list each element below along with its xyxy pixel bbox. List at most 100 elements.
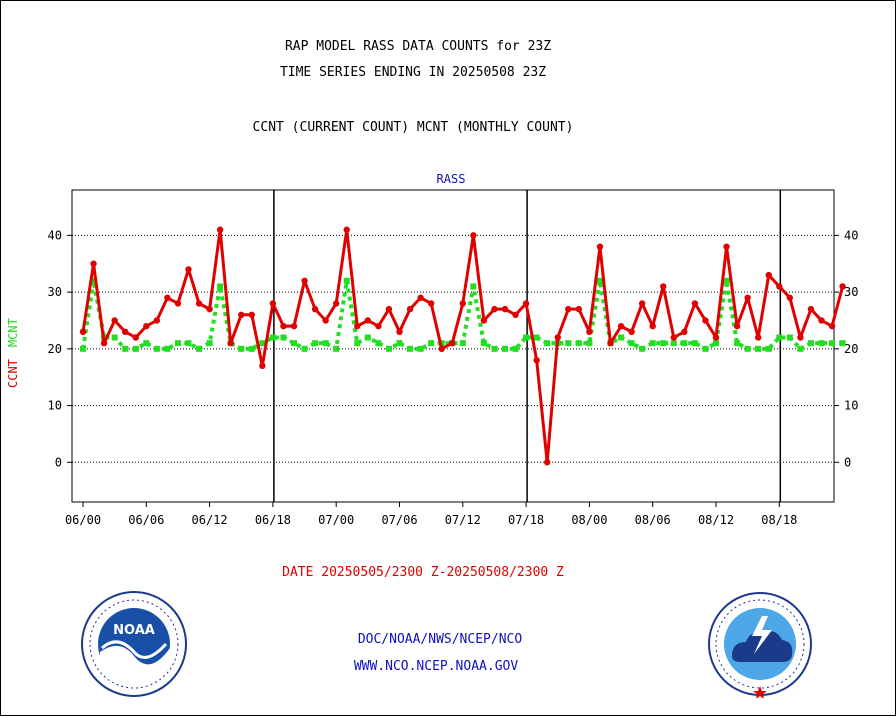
y-tick-label-left: 40	[48, 228, 62, 242]
ccnt-point	[755, 334, 762, 341]
mcnt-point	[280, 334, 287, 341]
ccnt-point	[565, 305, 572, 313]
ccnt-point	[322, 317, 329, 324]
mcnt-point	[206, 340, 213, 347]
x-tick-label: 07/06	[381, 513, 417, 527]
ccnt-point	[164, 294, 171, 301]
nws-logo	[708, 592, 812, 698]
mcnt-point	[533, 334, 540, 341]
ccnt-point	[301, 277, 308, 284]
ccnt-point	[364, 317, 372, 324]
ccnt-point	[670, 334, 677, 341]
ccnt-point	[617, 322, 625, 330]
mcnt-point	[670, 340, 677, 347]
mcnt-point	[354, 340, 361, 347]
ccnt-point	[522, 300, 530, 307]
ccnt-point	[807, 305, 815, 313]
x-tick-label: 08/18	[761, 513, 797, 527]
mcnt-point	[512, 345, 519, 352]
ccnt-point	[828, 322, 836, 330]
ccnt-point	[111, 317, 118, 324]
ccnt-point	[723, 243, 730, 250]
ccnt-point	[396, 328, 403, 336]
noaa-logo-text: NOAA	[113, 623, 155, 638]
mcnt-point	[322, 340, 329, 347]
mcnt-point	[734, 340, 741, 347]
mcnt-point	[628, 340, 635, 347]
mcnt-point	[829, 340, 836, 347]
ccnt-point	[427, 300, 435, 307]
ccnt-point	[691, 300, 699, 307]
mcnt-point	[523, 334, 530, 341]
mcnt-point	[586, 340, 593, 347]
ccnt-point	[375, 322, 382, 330]
chart-subtitle: CCNT (CURRENT COUNT) MCNT (MONTHLY COUNT…	[252, 120, 574, 135]
ccnt-point	[311, 305, 319, 313]
ccnt-point	[153, 317, 161, 324]
ccnt-point	[385, 305, 393, 313]
ccnt-point	[512, 311, 519, 318]
ccnt-point	[586, 328, 593, 336]
ccnt-point	[607, 339, 614, 347]
y-tick-label-left: 0	[55, 455, 62, 469]
mcnt-point	[80, 345, 86, 352]
ccnt-point	[174, 300, 182, 307]
ccnt-point	[195, 300, 203, 307]
y-tick-label-right: 20	[844, 342, 858, 356]
mcnt-point	[196, 345, 203, 352]
ccnt-point	[533, 356, 540, 364]
mcnt-point	[90, 277, 97, 284]
ccnt-point	[100, 339, 108, 347]
ccnt-point	[449, 339, 456, 347]
mcnt-point	[364, 334, 371, 341]
mcnt-point	[575, 340, 582, 347]
mcnt-point	[343, 277, 350, 284]
ccnt-point	[238, 311, 245, 318]
mcnt-point	[153, 345, 160, 352]
y-tick-label-left: 30	[48, 285, 62, 299]
mcnt-point	[660, 340, 667, 347]
mcnt-point	[744, 345, 751, 352]
mcnt-point	[459, 340, 466, 347]
mcnt-point	[480, 340, 487, 347]
mcnt-point	[174, 340, 181, 347]
mcnt-point	[765, 345, 772, 352]
ccnt-point	[185, 266, 192, 273]
mcnt-point	[786, 334, 793, 341]
mcnt-point	[333, 345, 340, 352]
mcnt-point	[565, 340, 572, 347]
mcnt-point	[713, 340, 719, 347]
ccnt-point	[544, 459, 551, 466]
x-tick-label: 06/12	[192, 513, 228, 527]
ccnt-point	[290, 322, 298, 330]
footer-org: DOC/NOAA/NWS/NCEP/NCO	[357, 632, 523, 647]
ccnt-point	[649, 322, 656, 330]
ccnt-point	[248, 311, 255, 318]
ccnt-point	[470, 232, 477, 239]
ccnt-point	[681, 328, 688, 336]
ccnt-point	[406, 305, 414, 313]
x-tick-label: 08/06	[635, 513, 671, 527]
mcnt-point	[217, 283, 224, 290]
ccnt-point	[417, 294, 424, 301]
mcnt-point	[385, 345, 392, 352]
noaa-logo: NOAA	[81, 591, 187, 697]
x-tick-label: 07/00	[318, 513, 354, 527]
mcnt-point	[839, 340, 846, 347]
mcnt-point	[417, 345, 424, 352]
mcnt-point	[596, 277, 603, 284]
ccnt-point	[354, 322, 361, 330]
mcnt-point	[681, 340, 688, 347]
ccnt-point	[575, 305, 583, 313]
ccnt-point	[216, 226, 224, 233]
mcnt-point	[122, 345, 129, 352]
mcnt-point	[470, 283, 477, 290]
mcnt-point	[544, 340, 551, 347]
mcnt-point	[639, 345, 646, 352]
ccnt-point	[480, 317, 488, 324]
ccnt-point	[786, 294, 794, 301]
x-tick-label: 08/12	[698, 513, 734, 527]
ccnt-point	[90, 260, 97, 267]
ccnt-point	[702, 317, 709, 324]
